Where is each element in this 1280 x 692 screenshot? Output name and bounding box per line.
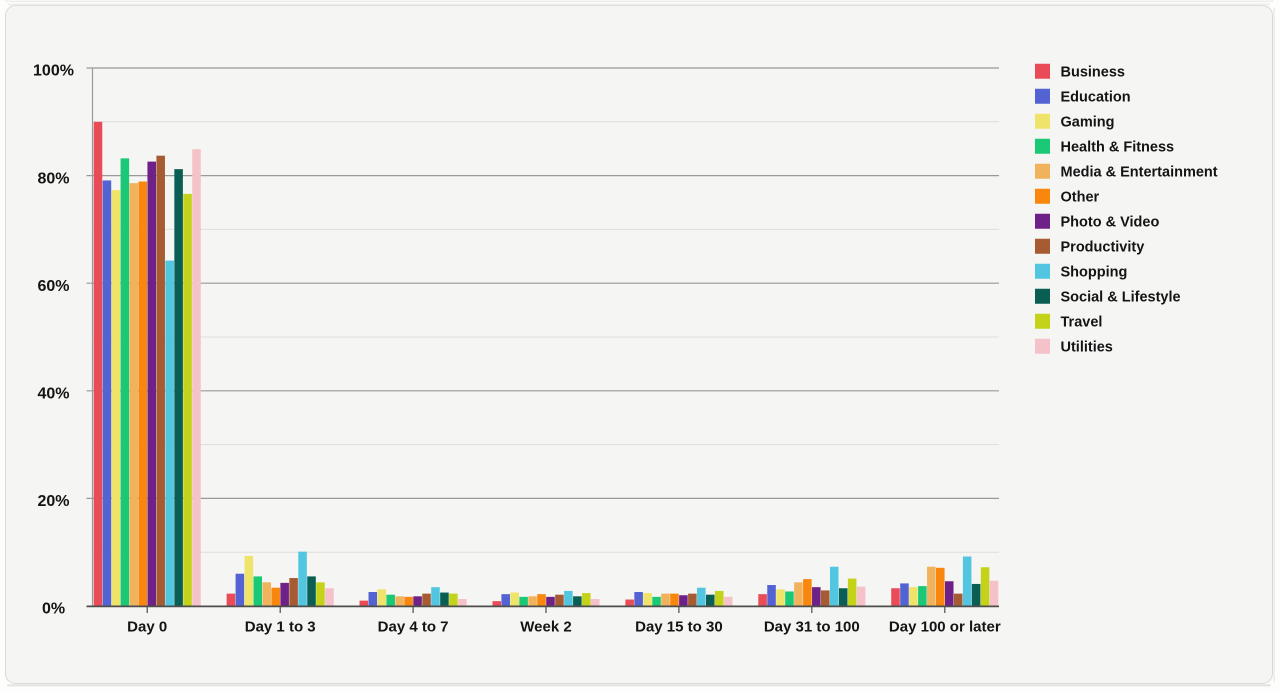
svg-text:0%: 0% <box>42 601 65 618</box>
svg-text:Business: Business <box>1061 65 1125 81</box>
svg-text:Day 1 to 3: Day 1 to 3 <box>245 619 316 636</box>
svg-text:Week 2: Week 2 <box>520 619 571 636</box>
svg-text:Utilities: Utilities <box>1061 340 1113 356</box>
svg-text:20%: 20% <box>37 493 69 510</box>
svg-text:Health & Fitness: Health & Fitness <box>1061 140 1175 156</box>
svg-text:Media & Entertainment: Media & Entertainment <box>1061 165 1218 181</box>
svg-text:Social & Lifestyle: Social & Lifestyle <box>1061 290 1181 306</box>
svg-text:Gaming: Gaming <box>1061 115 1115 131</box>
svg-text:Shopping: Shopping <box>1061 265 1128 281</box>
svg-text:Day 0: Day 0 <box>127 619 167 636</box>
svg-text:60%: 60% <box>37 278 69 295</box>
svg-text:Education: Education <box>1061 90 1131 106</box>
svg-text:100%: 100% <box>33 63 74 80</box>
svg-text:Other: Other <box>1061 190 1100 206</box>
svg-text:Day 100 or later: Day 100 or later <box>889 619 1001 636</box>
svg-text:40%: 40% <box>37 386 69 403</box>
svg-text:Travel: Travel <box>1061 315 1103 331</box>
svg-text:Productivity: Productivity <box>1061 240 1145 256</box>
svg-text:Day 31 to 100: Day 31 to 100 <box>764 619 860 636</box>
svg-text:Day 15 to 30: Day 15 to 30 <box>635 619 723 636</box>
svg-text:80%: 80% <box>37 170 69 187</box>
svg-text:Photo & Video: Photo & Video <box>1061 215 1160 231</box>
svg-text:Day 4 to 7: Day 4 to 7 <box>378 619 449 636</box>
